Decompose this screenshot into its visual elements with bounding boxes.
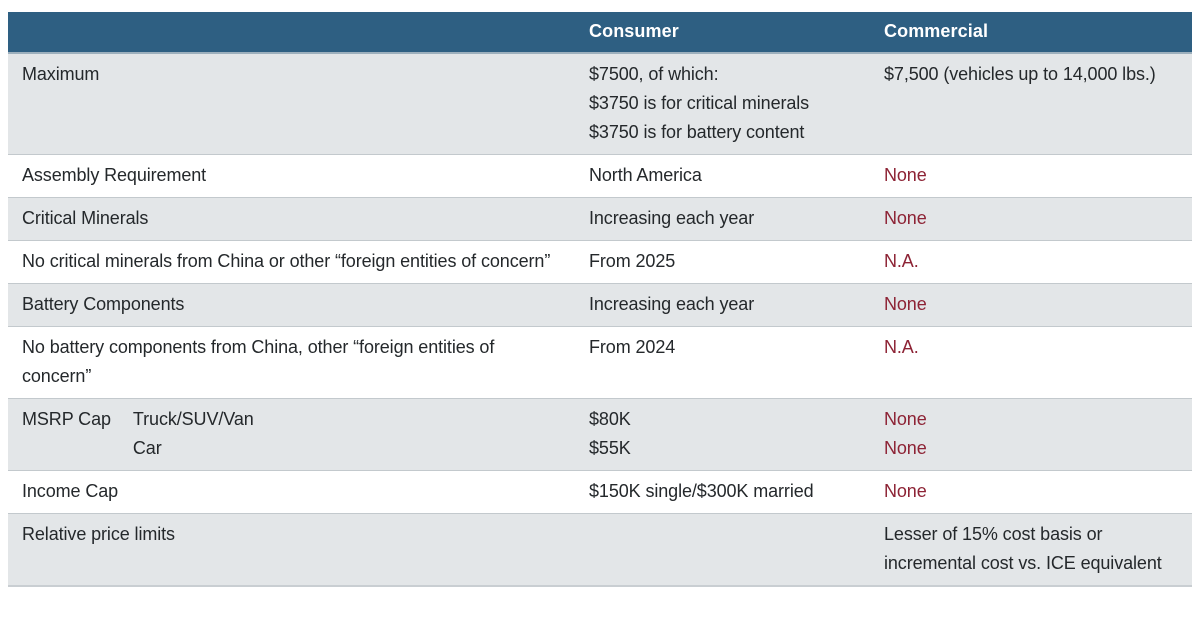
consumer-cell: $80K $55K [575,398,870,471]
table-row: No critical minerals from China or other… [8,240,1192,284]
row-label-cell: MSRP Cap Truck/SUV/Van Car [8,398,575,471]
commercial-cell: None [870,197,1192,241]
consumer-cell: Increasing each year [575,197,870,241]
ev-tax-credit-comparison-table: Consumer Commercial Maximum $7500, of wh… [8,12,1192,587]
row-label-cell: Relative price limits [8,513,575,586]
row-label-cell: No critical minerals from China or other… [8,240,575,284]
commercial-cell: None None [870,398,1192,471]
header-consumer: Consumer [575,12,870,54]
table-row: Relative price limits Lesser of 15% cost… [8,513,1192,586]
header-blank-cell [8,12,575,54]
row-label-cell: No battery components from China, other … [8,326,575,399]
consumer-cell: $150K single/$300K married [575,470,870,514]
table-body: Maximum $7500, of which: $3750 is for cri… [8,53,1192,586]
row-label: Income Cap [22,481,119,501]
commercial-cell: None [870,154,1192,198]
commercial-cell: Lesser of 15% cost basis or incremental … [870,513,1192,586]
table-row: Maximum $7500, of which: $3750 is for cri… [8,53,1192,155]
table-row: Assembly Requirement North America None [8,154,1192,198]
consumer-cell: Increasing each year [575,283,870,327]
commercial-cell: N.A. [870,240,1192,284]
commercial-cell: None [870,283,1192,327]
table-row: Battery Components Increasing each year … [8,283,1192,327]
row-label: Maximum [22,64,100,84]
row-label-cell: Critical Minerals [8,197,575,241]
row-label: MSRP Cap [22,409,111,429]
commercial-cell: $7,500 (vehicles up to 14,000 lbs.) [884,64,1156,84]
consumer-cell: From 2025 [575,240,870,284]
row-label-cell: Maximum [8,53,575,155]
consumer-cell: $7500, of which: $3750 is for critical mi… [589,64,810,142]
row-label: Relative price limits [22,524,175,544]
row-label: Battery Components [22,294,185,314]
header-commercial: Commercial [870,12,1192,54]
table-row: Income Cap $150K single/$300K married No… [8,470,1192,514]
header-row: Consumer Commercial [8,12,1192,54]
table-row: Critical Minerals Increasing each year N… [8,197,1192,241]
commercial-cell: None [870,470,1192,514]
consumer-cell: From 2024 [575,326,870,399]
row-label-cell: Battery Components [8,283,575,327]
row-label: No critical minerals from China or other… [22,251,551,271]
row-label: Assembly Requirement [22,165,207,185]
commercial-cell: N.A. [870,326,1192,399]
row-label-cell: Assembly Requirement [8,154,575,198]
row-label-cell: Income Cap [8,470,575,514]
consumer-cell: North America [575,154,870,198]
row-label: Critical Minerals [22,208,149,228]
table-row: MSRP Cap Truck/SUV/Van Car $80K $55K None N… [8,398,1192,471]
row-label: No battery components from China, other … [22,337,495,386]
consumer-cell [575,513,870,586]
row-sublabel: Truck/SUV/Van Car [132,409,254,458]
table-row: No battery components from China, other … [8,326,1192,399]
